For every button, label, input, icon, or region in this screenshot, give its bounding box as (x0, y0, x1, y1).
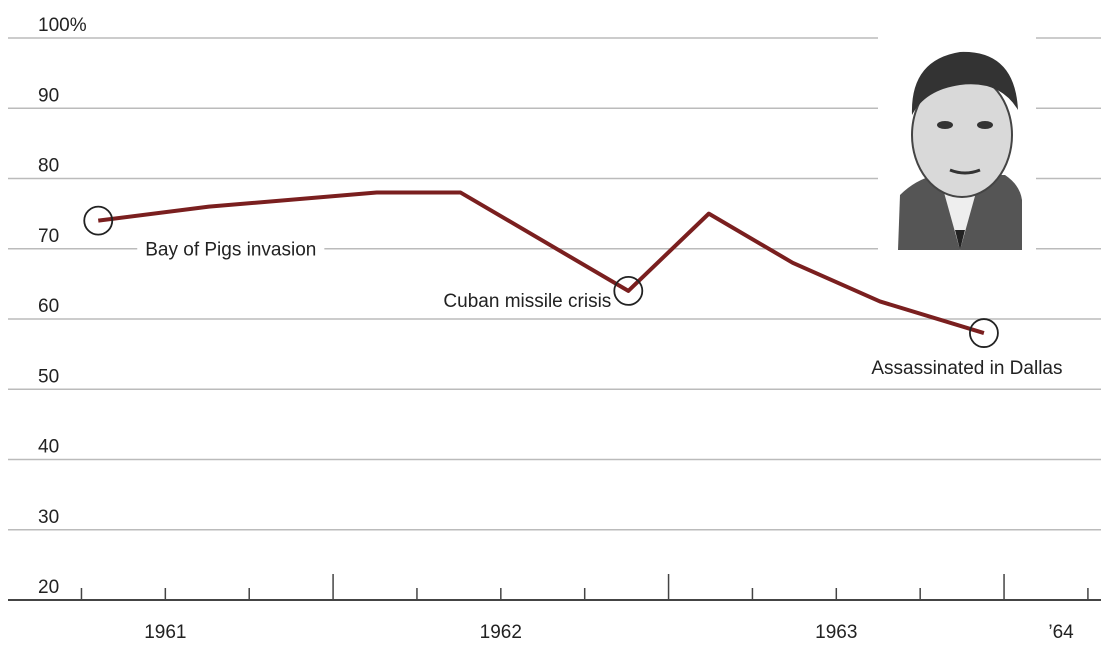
portrait-mouth (949, 168, 981, 175)
portrait (878, 28, 1036, 252)
x-tick-label: ’64 (1048, 622, 1074, 643)
event-marker (613, 275, 644, 306)
annotation: Assassinated in Dallas (871, 358, 1062, 379)
y-tick-label: 20 (38, 577, 59, 598)
portrait-eye (977, 121, 993, 129)
portrait-eye (937, 121, 953, 129)
annotation: Bay of Pigs invasion (145, 240, 316, 261)
y-tick-label: 40 (38, 437, 59, 458)
event-marker (969, 318, 999, 348)
y-tick-label: 80 (38, 156, 59, 177)
y-tick-label: 30 (38, 507, 59, 528)
y-tick-label: 100% (38, 15, 87, 36)
x-tick-label: 1961 (144, 622, 186, 643)
plot: Bay of Pigs invasion Cuban missile crisis… (83, 190, 1062, 379)
event-marker (83, 205, 114, 236)
line (97, 190, 985, 335)
portrait-tie (955, 230, 965, 250)
annotation-background (137, 239, 325, 261)
y-tick-label: 60 (38, 296, 59, 317)
y-tick-label: 50 (38, 366, 59, 387)
y-tick-label: 70 (38, 226, 59, 247)
x-tick-label: 1963 (815, 622, 857, 643)
portrait-hair (911, 51, 1018, 115)
y-tick-label: 90 (38, 85, 59, 106)
annotation: Cuban missile crisis (443, 291, 611, 312)
x-tick-label: 1962 (480, 622, 522, 643)
